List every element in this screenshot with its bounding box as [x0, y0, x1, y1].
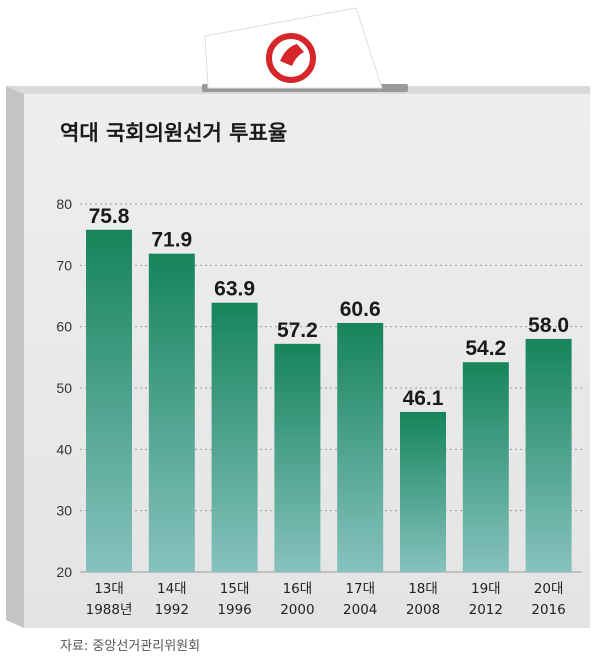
bar: [211, 302, 258, 572]
bar: [462, 362, 509, 572]
y-axis: 20 30 40 50 60 70 80: [56, 196, 72, 580]
x-category-label: 20대: [534, 581, 564, 597]
bar: [148, 253, 195, 572]
x-category-label: 18대: [408, 581, 438, 597]
vote-stamp-icon: [266, 33, 316, 83]
x-category-label: 17대: [345, 581, 375, 597]
value-label: 60.6: [340, 298, 381, 321]
bar: [86, 229, 132, 572]
y-tick-label: 30: [56, 503, 72, 519]
value-labels: 75.8 71.9 63.9 57.2 60.6 46.1 54.2 58.0: [89, 205, 569, 410]
x-year-label: 2012: [469, 602, 503, 618]
value-label: 71.9: [151, 229, 192, 252]
x-axis: 13대 1988년 14대 1992 15대 1996 16대 2000 17대 2004 18대 2…: [86, 581, 566, 618]
value-label: 54.2: [465, 337, 506, 360]
y-tick-label: 20: [56, 564, 72, 580]
value-label: 63.9: [214, 278, 255, 301]
bars: [86, 229, 572, 572]
x-year-label: 1992: [155, 602, 189, 618]
y-tick-label: 60: [56, 319, 72, 335]
bar: [525, 338, 572, 572]
chart-title: 역대 국회의원선거 투표율: [60, 121, 287, 145]
value-label: 46.1: [403, 387, 444, 410]
bar: [400, 411, 446, 572]
ballot-box-side: [6, 86, 24, 628]
x-year-label: 2008: [406, 602, 440, 618]
value-label: 57.2: [277, 319, 318, 342]
value-label: 58.0: [528, 314, 569, 337]
y-tick-label: 40: [56, 441, 72, 457]
source-note: 자료: 중앙선거관리위원회: [60, 639, 200, 654]
value-label: 75.8: [89, 205, 130, 228]
bar: [274, 343, 321, 572]
x-year-label: 1988년: [86, 602, 133, 618]
y-tick-label: 70: [56, 257, 72, 273]
x-year-label: 1996: [217, 602, 251, 618]
x-year-label: 2016: [531, 602, 565, 618]
x-category-label: 13대: [94, 581, 124, 597]
y-tick-label: 80: [56, 196, 72, 212]
x-category-label: 14대: [157, 581, 187, 597]
x-category-label: 15대: [220, 581, 250, 597]
y-tick-label: 50: [56, 380, 72, 396]
x-year-label: 2000: [280, 602, 314, 618]
bar: [337, 322, 384, 572]
x-category-label: 16대: [283, 581, 313, 597]
x-category-label: 19대: [471, 581, 501, 597]
x-year-label: 2004: [343, 602, 377, 618]
